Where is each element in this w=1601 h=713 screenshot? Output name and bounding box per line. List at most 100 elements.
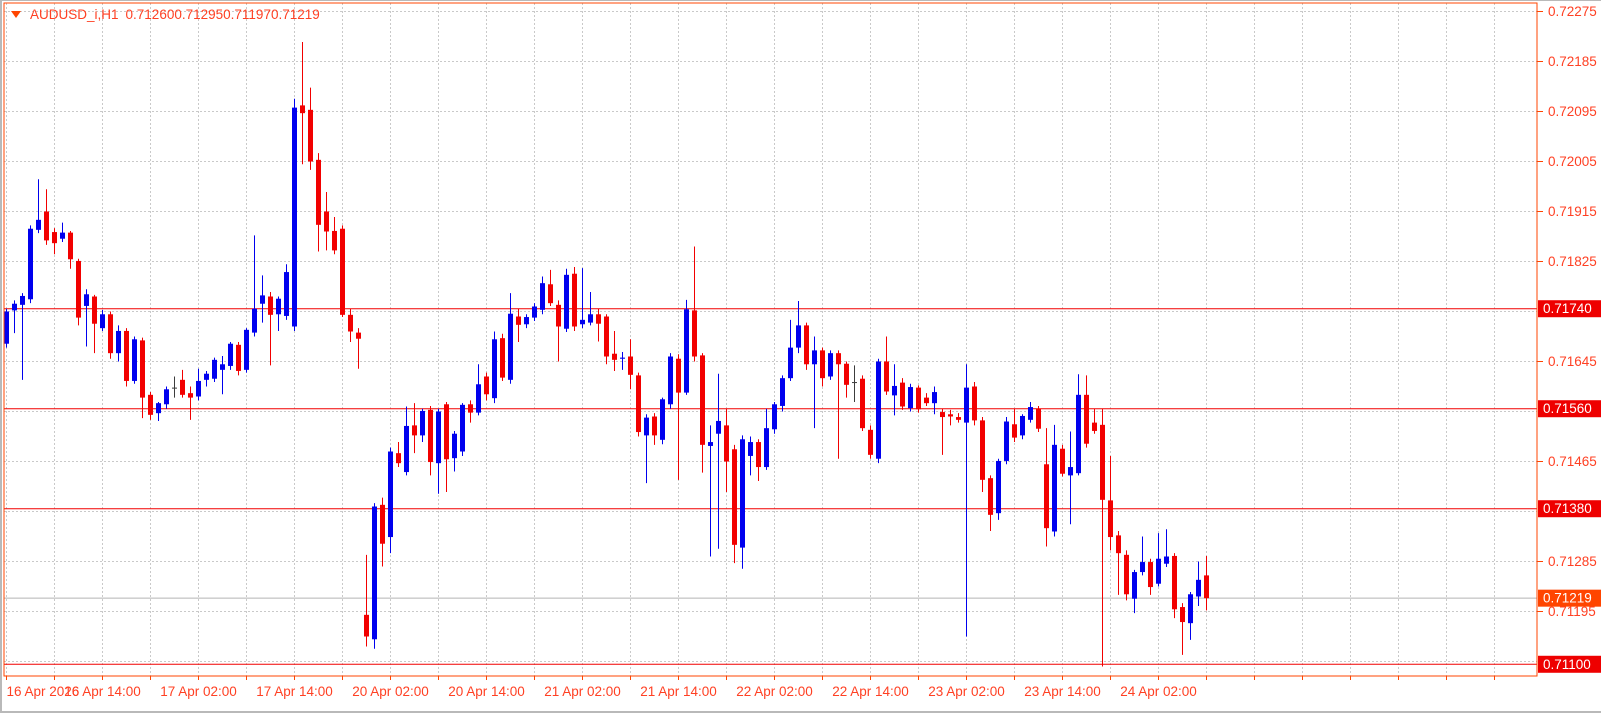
candle[interactable]: [316, 153, 321, 252]
candle[interactable]: [44, 189, 49, 245]
candle[interactable]: [1044, 428, 1049, 547]
candle[interactable]: [412, 403, 417, 454]
candle[interactable]: [148, 392, 153, 420]
candle[interactable]: [292, 98, 297, 331]
candle[interactable]: [420, 408, 425, 443]
candle[interactable]: [740, 435, 745, 569]
candle[interactable]: [476, 364, 481, 416]
candle[interactable]: [356, 328, 361, 369]
candle[interactable]: [636, 372, 641, 437]
price-axis[interactable]: 0.72275 0.72185 0.72095 0.72005 0.71915 0.718…: [1537, 4, 1601, 673]
candle[interactable]: [340, 225, 345, 318]
candle[interactable]: [1020, 414, 1025, 440]
candle[interactable]: [996, 458, 1001, 520]
candle[interactable]: [1148, 558, 1153, 595]
candle[interactable]: [548, 269, 553, 306]
candle[interactable]: [1076, 374, 1081, 476]
candle[interactable]: [372, 503, 377, 649]
candle[interactable]: [500, 333, 505, 381]
candle[interactable]: [1092, 408, 1097, 434]
candle[interactable]: [68, 230, 73, 269]
candle[interactable]: [60, 222, 65, 243]
candle[interactable]: [444, 402, 449, 493]
candle[interactable]: [84, 289, 89, 347]
candle[interactable]: [196, 368, 201, 401]
candle[interactable]: [700, 353, 705, 473]
candle[interactable]: [948, 409, 953, 426]
candle[interactable]: [380, 497, 385, 567]
candle[interactable]: [300, 42, 305, 165]
candle[interactable]: [676, 354, 681, 480]
candle[interactable]: [36, 179, 41, 234]
candle[interactable]: [508, 293, 513, 384]
candle[interactable]: [28, 225, 33, 304]
candle[interactable]: [724, 408, 729, 493]
candle[interactable]: [756, 439, 761, 481]
candle[interactable]: [908, 383, 913, 412]
candle[interactable]: [228, 342, 233, 370]
candle[interactable]: [204, 370, 209, 387]
candle[interactable]: [1004, 417, 1009, 465]
candle[interactable]: [116, 325, 121, 362]
candle[interactable]: [596, 308, 601, 342]
candle[interactable]: [436, 408, 441, 494]
candle[interactable]: [812, 336, 817, 429]
candle[interactable]: [268, 292, 273, 366]
symbol-dropdown-icon[interactable]: [11, 10, 21, 18]
candle[interactable]: [324, 192, 329, 251]
candle[interactable]: [404, 406, 409, 476]
candle[interactable]: [1028, 402, 1033, 423]
candle[interactable]: [780, 375, 785, 412]
candle[interactable]: [660, 397, 665, 445]
candle[interactable]: [124, 328, 129, 387]
candle[interactable]: [732, 444, 737, 564]
candle[interactable]: [540, 276, 545, 315]
candle[interactable]: [556, 300, 561, 362]
candle[interactable]: [844, 361, 849, 398]
candle[interactable]: [972, 382, 977, 426]
candle[interactable]: [460, 403, 465, 456]
candle[interactable]: [428, 405, 433, 476]
candle[interactable]: [684, 299, 689, 395]
candle[interactable]: [628, 339, 633, 390]
candle[interactable]: [468, 400, 473, 423]
candle[interactable]: [260, 275, 265, 323]
candle[interactable]: [364, 554, 369, 647]
candle[interactable]: [108, 311, 113, 359]
candle[interactable]: [1172, 553, 1177, 619]
candle[interactable]: [1052, 424, 1057, 537]
candle[interactable]: [852, 365, 857, 403]
candle[interactable]: [572, 267, 577, 331]
candle[interactable]: [172, 376, 177, 398]
candle[interactable]: [332, 217, 337, 255]
candle[interactable]: [980, 417, 985, 493]
candle[interactable]: [212, 357, 217, 383]
candle[interactable]: [52, 228, 57, 255]
candle[interactable]: [348, 308, 353, 343]
candle[interactable]: [580, 268, 585, 329]
candle[interactable]: [1164, 529, 1169, 568]
candle[interactable]: [828, 350, 833, 380]
candle[interactable]: [868, 425, 873, 459]
candle[interactable]: [644, 414, 649, 484]
candle[interactable]: [100, 309, 105, 331]
candle[interactable]: [620, 352, 625, 370]
candle[interactable]: [1188, 592, 1193, 640]
candle[interactable]: [1140, 536, 1145, 576]
candle[interactable]: [516, 308, 521, 343]
candle[interactable]: [1108, 455, 1113, 551]
candle[interactable]: [1180, 603, 1185, 655]
candle[interactable]: [1068, 431, 1073, 525]
candle[interactable]: [716, 373, 721, 549]
candle[interactable]: [988, 475, 993, 531]
candle[interactable]: [932, 386, 937, 415]
candle[interactable]: [956, 413, 961, 423]
candle[interactable]: [820, 347, 825, 387]
candle[interactable]: [388, 447, 393, 554]
candle[interactable]: [220, 355, 225, 395]
candle[interactable]: [564, 268, 569, 333]
candle[interactable]: [612, 330, 617, 371]
candle[interactable]: [1100, 408, 1105, 667]
candle[interactable]: [12, 300, 17, 334]
